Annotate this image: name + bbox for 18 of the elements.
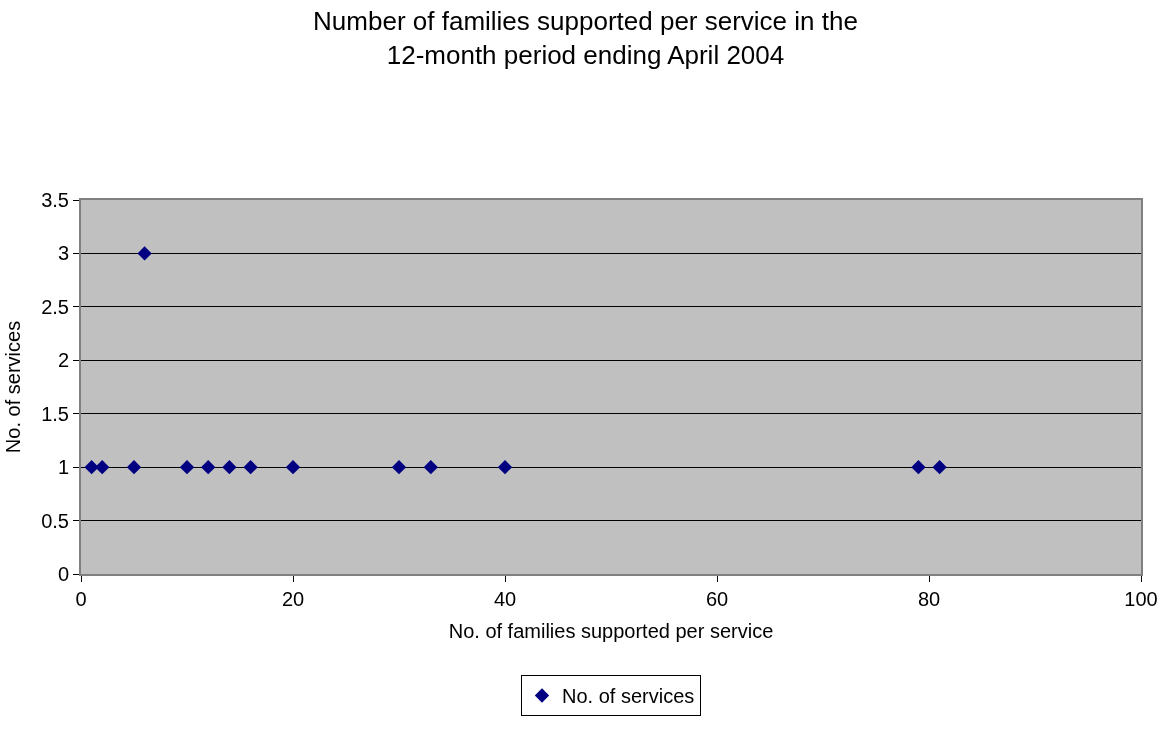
legend-label: No. of services (562, 685, 695, 708)
y-tick-label: 3 (57, 242, 69, 265)
x-axis-title: No. of families supported per service (448, 620, 774, 642)
chart-title: Number of families supported per service in the 12-month period ending April 2004 (313, 5, 858, 70)
y-tick-label: 2.5 (41, 295, 69, 318)
x-tick-label: 20 (281, 588, 305, 610)
x-tick-label: 40 (493, 588, 517, 610)
y-tick-label: 0 (57, 563, 69, 585)
x-tick-label: 0 (75, 588, 87, 610)
y-tick-label: 3.5 (41, 189, 69, 211)
x-tick-label: 60 (705, 588, 729, 610)
y-tick-label: 1 (57, 456, 69, 479)
x-tick-label: 80 (917, 588, 941, 610)
y-tick-label: 0.5 (41, 509, 69, 532)
y-tick-label: 2 (57, 349, 69, 372)
x-tick-label: 100 (1124, 588, 1158, 610)
y-axis-title: No. of services (2, 320, 25, 454)
y-tick-label: 1.5 (41, 402, 69, 425)
